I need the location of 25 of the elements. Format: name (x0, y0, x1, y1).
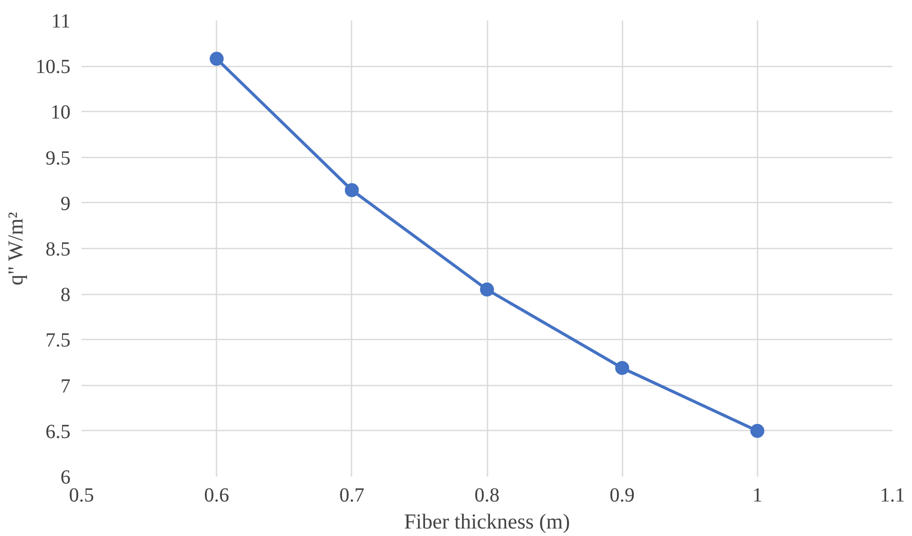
x-tick-label: 1.1 (880, 484, 905, 506)
y-tick-label: 8.5 (46, 238, 70, 260)
x-tick-label: 0.9 (610, 484, 635, 506)
x-axis-title: Fiber thickness (m) (404, 510, 570, 534)
x-tick-label: 1 (752, 484, 762, 506)
point (750, 424, 764, 438)
y-tick-label: 10 (50, 102, 70, 124)
point (480, 282, 494, 297)
x-tick-label: 0.8 (474, 484, 500, 506)
x-tick-label: 0.6 (204, 484, 230, 506)
y-axis-title: q" W/m² (4, 212, 28, 286)
x-tick-label: 0.7 (339, 484, 364, 506)
y-tick-label: 7 (60, 375, 70, 398)
point (210, 52, 224, 66)
point (344, 183, 359, 198)
y-tick-label: 6 (60, 466, 70, 488)
y-tick-label: 9.5 (46, 147, 70, 170)
y-tick-label: 8 (60, 284, 70, 306)
point (615, 360, 630, 375)
y-tick-label: 9 (60, 192, 70, 215)
y-tick-label: 11 (51, 10, 71, 32)
x-tick-label: 0.5 (69, 484, 94, 506)
y-tick-label: 7.5 (46, 330, 70, 352)
y-tick-label: 10.5 (36, 56, 70, 78)
y-tick-label: 6.5 (46, 420, 70, 443)
